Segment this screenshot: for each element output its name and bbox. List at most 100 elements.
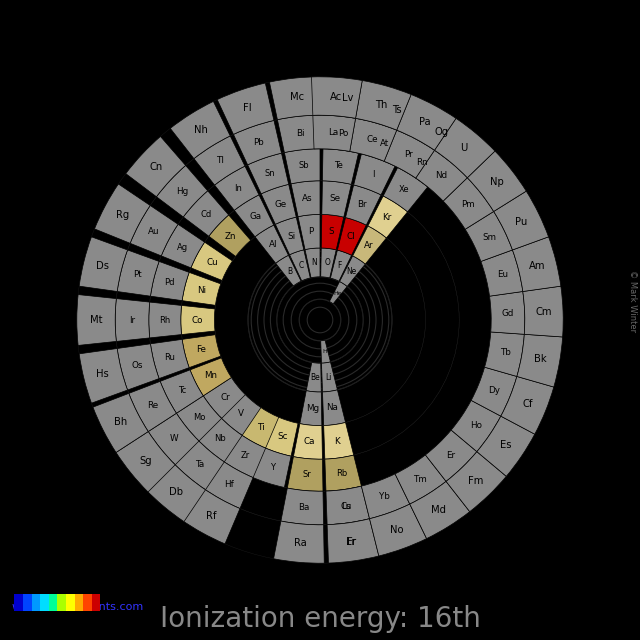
Text: Be: Be: [310, 373, 320, 382]
Wedge shape: [217, 83, 274, 134]
Wedge shape: [493, 191, 548, 250]
Text: Sc: Sc: [277, 432, 287, 441]
Text: Db: Db: [169, 486, 183, 497]
Wedge shape: [182, 335, 221, 367]
Wedge shape: [337, 218, 366, 255]
Bar: [66, 594, 74, 611]
Text: La: La: [328, 128, 338, 137]
Text: Fm: Fm: [468, 476, 483, 486]
Wedge shape: [327, 518, 379, 563]
Text: Md: Md: [431, 505, 446, 515]
Wedge shape: [321, 214, 344, 250]
Wedge shape: [129, 381, 177, 431]
Wedge shape: [177, 396, 221, 441]
Text: Cm: Cm: [536, 307, 552, 317]
Bar: [58, 594, 66, 611]
Bar: [23, 594, 31, 611]
Text: Cr: Cr: [220, 392, 230, 401]
Text: I: I: [372, 170, 374, 179]
Text: Er: Er: [446, 451, 455, 460]
Text: Gd: Gd: [502, 309, 514, 318]
Text: Cs: Cs: [340, 502, 351, 511]
Wedge shape: [182, 273, 221, 305]
Text: Ho: Ho: [470, 420, 482, 429]
Wedge shape: [289, 250, 310, 281]
Text: Ce: Ce: [366, 135, 378, 144]
Wedge shape: [362, 474, 410, 518]
Wedge shape: [261, 184, 296, 224]
Wedge shape: [79, 349, 127, 403]
Text: H: H: [322, 349, 327, 354]
Wedge shape: [356, 81, 411, 130]
Wedge shape: [222, 434, 266, 477]
Wedge shape: [501, 376, 554, 434]
Text: Eu: Eu: [497, 270, 508, 279]
Wedge shape: [354, 154, 395, 195]
Wedge shape: [324, 77, 374, 120]
Text: Bk: Bk: [534, 354, 547, 364]
Text: Re: Re: [147, 401, 158, 410]
Text: Ionization energy: 16th: Ionization energy: 16th: [159, 605, 481, 633]
Wedge shape: [369, 504, 427, 556]
Text: Lv: Lv: [342, 93, 353, 102]
Wedge shape: [307, 362, 321, 392]
Wedge shape: [287, 457, 323, 491]
Text: W: W: [170, 434, 178, 443]
Text: Au: Au: [148, 227, 160, 236]
Wedge shape: [513, 237, 561, 291]
Text: Ga: Ga: [249, 212, 261, 221]
Text: Na: Na: [326, 403, 339, 412]
Text: Lr: Lr: [346, 537, 356, 547]
Wedge shape: [293, 424, 323, 459]
Text: Fl: Fl: [243, 103, 252, 113]
Wedge shape: [312, 77, 362, 118]
Text: Og: Og: [435, 127, 449, 137]
Wedge shape: [323, 390, 346, 426]
Text: Yb: Yb: [379, 492, 390, 501]
Wedge shape: [327, 518, 379, 563]
Wedge shape: [150, 339, 189, 378]
Text: Hs: Hs: [96, 369, 109, 379]
Wedge shape: [340, 256, 365, 287]
Wedge shape: [161, 224, 205, 268]
Wedge shape: [269, 77, 320, 120]
Wedge shape: [321, 362, 337, 392]
Text: V: V: [238, 409, 244, 419]
Text: Mt: Mt: [90, 315, 102, 325]
Text: Li: Li: [325, 372, 331, 381]
Wedge shape: [323, 149, 358, 184]
Wedge shape: [326, 486, 369, 525]
Text: Zn: Zn: [225, 232, 236, 241]
Wedge shape: [126, 136, 186, 196]
Text: As: As: [302, 194, 312, 203]
Wedge shape: [180, 488, 240, 544]
Text: Sn: Sn: [264, 169, 275, 178]
Wedge shape: [435, 118, 495, 178]
Text: Ds: Ds: [96, 261, 109, 271]
Text: Al: Al: [269, 240, 277, 249]
Text: Mo: Mo: [193, 413, 205, 422]
Text: Ar: Ar: [364, 241, 373, 250]
Text: Zr: Zr: [240, 451, 250, 460]
Wedge shape: [323, 115, 366, 153]
Text: Cd: Cd: [201, 210, 212, 219]
Text: Lu: Lu: [341, 502, 351, 511]
Wedge shape: [173, 439, 224, 490]
Text: Rf: Rf: [206, 511, 217, 521]
Text: Ac: Ac: [330, 92, 342, 102]
Wedge shape: [305, 248, 320, 278]
Wedge shape: [523, 286, 563, 337]
Text: © Mark Winter: © Mark Winter: [628, 270, 637, 332]
Text: C: C: [299, 261, 304, 270]
Text: Mc: Mc: [289, 92, 303, 102]
Wedge shape: [170, 101, 230, 159]
Wedge shape: [183, 191, 228, 236]
Wedge shape: [117, 344, 159, 390]
Text: Ra: Ra: [294, 538, 307, 548]
Wedge shape: [220, 394, 261, 435]
Text: O: O: [324, 259, 330, 268]
Text: In: In: [234, 184, 242, 193]
Text: Nd: Nd: [435, 172, 447, 180]
Wedge shape: [276, 255, 301, 286]
Text: Rb: Rb: [336, 469, 348, 478]
